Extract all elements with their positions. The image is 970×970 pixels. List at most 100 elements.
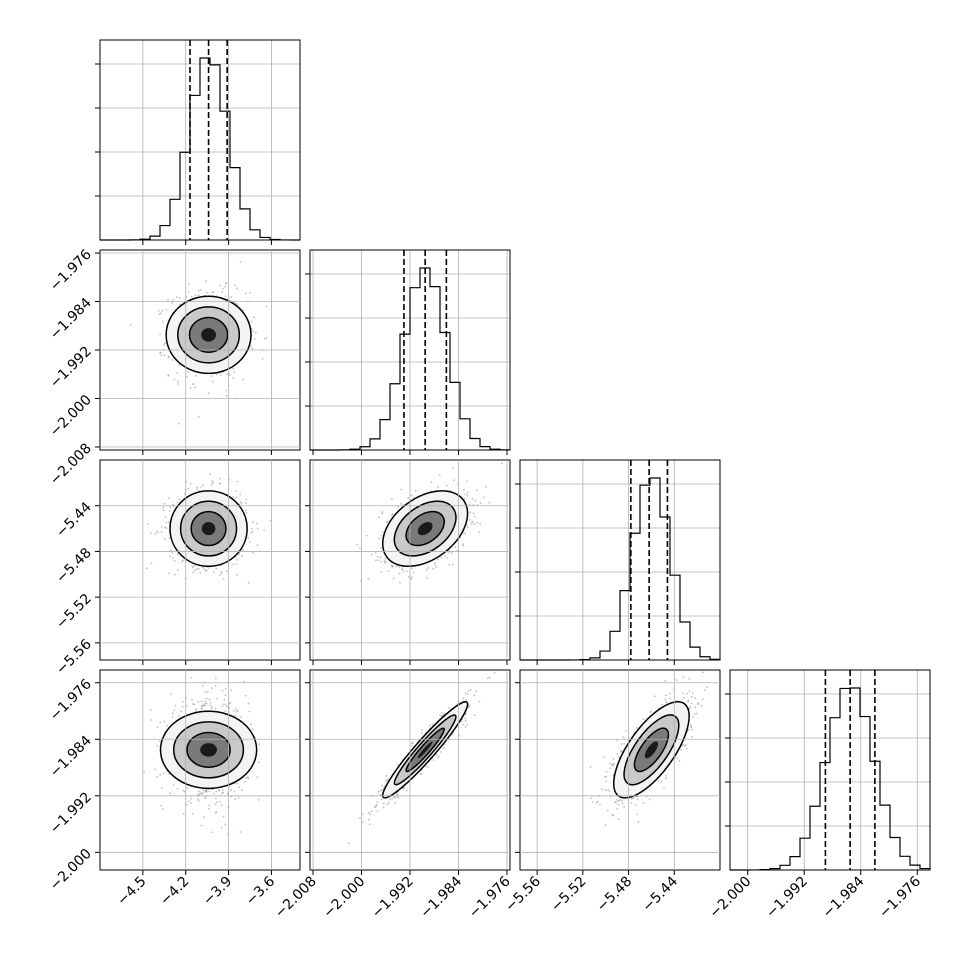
scatter-point (233, 790, 236, 793)
scatter-point (252, 530, 254, 533)
scatter-point (374, 806, 376, 809)
scatter-point (488, 676, 491, 679)
scatter-point (176, 787, 179, 790)
scatter-point (176, 569, 179, 571)
scatter-point (460, 720, 463, 723)
scatter-point (384, 561, 387, 564)
scatter-point (381, 784, 384, 787)
scatter-point (174, 704, 177, 707)
scatter-point (391, 564, 393, 567)
scatter-point (189, 387, 192, 390)
scatter-point (215, 790, 218, 793)
scatter-point (236, 709, 239, 712)
scatter-point (448, 563, 451, 566)
scatter-point (214, 685, 217, 687)
x-tick-label: −1.992 (369, 874, 417, 922)
scatter-point (162, 344, 165, 346)
scatter-point (391, 565, 394, 568)
scatter-point (691, 692, 694, 695)
scatter-point (383, 560, 386, 562)
panel-frame (99, 459, 301, 661)
scatter-point (247, 702, 250, 705)
scatter-point (396, 795, 399, 798)
scatter-point (182, 559, 184, 562)
scatter-point (472, 512, 475, 515)
scatter-point (382, 802, 385, 805)
scatter-point (440, 711, 443, 714)
scatter-point (202, 792, 205, 794)
scatter-point (237, 797, 240, 799)
scatter-point (399, 581, 401, 584)
scatter-point (384, 557, 387, 560)
scatter-point (222, 815, 225, 818)
scatter-point (462, 697, 465, 700)
scatter-point (208, 807, 210, 810)
scatter-point (172, 503, 175, 506)
scatter-point (160, 804, 163, 807)
scatter-point (230, 689, 233, 692)
panel-frame (519, 459, 721, 661)
y-tick-label: −5.44 (53, 499, 95, 541)
x-tick-label: −1.976 (876, 873, 924, 921)
scatter-point (609, 767, 611, 770)
scatter-point (203, 568, 206, 571)
scatter-point (191, 383, 194, 386)
scatter-point (470, 523, 473, 526)
scatter-point (169, 693, 172, 696)
scatter-point (244, 694, 247, 697)
scatter-point (156, 530, 158, 533)
scatter-point (437, 755, 440, 758)
scatter-point (226, 705, 229, 708)
y-tick-label: −2.008 (47, 440, 95, 488)
scatter-point (385, 775, 388, 777)
scatter-point (159, 333, 161, 335)
scatter-point (234, 798, 237, 801)
scatter-point (425, 765, 427, 768)
scatter-point (380, 798, 383, 801)
scatter-point (214, 677, 217, 680)
scatter-point (251, 528, 253, 530)
scatter-point (486, 677, 489, 680)
y-tick-label: −2.000 (47, 846, 95, 894)
scatter-point (407, 497, 410, 500)
scatter-point (197, 415, 200, 418)
scatter-point (255, 331, 257, 334)
scatter-point (463, 497, 466, 500)
scatter-point (192, 571, 194, 574)
scatter-point (210, 687, 213, 690)
scatter-point (219, 482, 222, 485)
scatter-point (239, 501, 242, 503)
scatter-point (378, 537, 381, 540)
scatter-point (201, 707, 203, 709)
scatter-point (174, 573, 176, 576)
scatter-point (233, 371, 236, 374)
scatter-point (171, 359, 174, 361)
scatter-point (447, 551, 450, 554)
scatter-point (434, 561, 436, 564)
scatter-point (634, 803, 637, 806)
scatter-point (230, 789, 232, 791)
scatter-point (187, 487, 190, 490)
scatter-point (242, 548, 244, 551)
scatter-point (165, 521, 168, 524)
scatter-point (250, 345, 252, 347)
scatter-point (412, 571, 415, 574)
scatter-point (189, 483, 192, 485)
scatter-point (149, 532, 152, 535)
histogram-panel-3 (515, 459, 721, 665)
panel-frame (99, 39, 301, 241)
scatter-point (370, 553, 373, 556)
scatter-point (176, 553, 179, 556)
scatter-point (436, 756, 439, 759)
scatter-point (411, 567, 413, 570)
scatter-point (215, 811, 218, 814)
scatter-point (197, 700, 199, 703)
scatter-point (211, 831, 214, 834)
scatter-point (432, 759, 435, 761)
scatter-point (150, 562, 153, 565)
scatter-point (156, 531, 159, 534)
scatter-point (479, 502, 482, 505)
x-tick-label: −1.992 (763, 874, 811, 922)
scatter-point (374, 551, 377, 554)
